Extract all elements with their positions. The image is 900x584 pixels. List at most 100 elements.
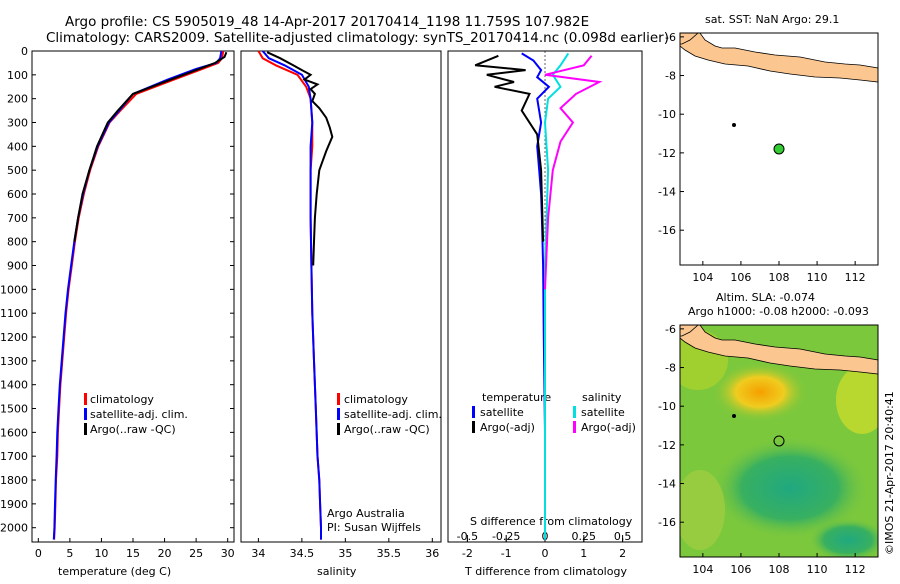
sla-map-title-2: Argo h1000: -0.08 h2000: -0.093 [688,305,869,318]
xtick-label: 0 [35,547,42,560]
temperature-panel-frame [31,50,235,543]
ytick-label: 600 [7,188,28,201]
map-ytick-label: -8 [665,70,676,83]
christmas-island [732,414,736,418]
sla-patch [836,366,878,434]
ytick-label: 300 [7,117,28,130]
legend-satellite: satellite-adj. clim. [90,408,188,421]
xtick-label: 35.5 [377,547,402,560]
sla-low [808,518,878,557]
temperature-panel: temperature (deg C) climatology satellit… [0,45,235,578]
xtick-label: -2 [462,547,473,560]
ytick-label: 2000 [0,522,28,535]
xtick-label: 10 [94,547,108,560]
sla-low [710,436,870,540]
xtick-label: 20 [158,547,172,560]
legend-swatch-t-satellite [472,406,475,418]
sst-map: sat. SST: NaN Argo: 29.1 104 106 108 110 112… [658,13,879,284]
differences-panel: S difference from climatology T differen… [447,50,643,578]
xtick-label: 36 [425,547,439,560]
series-line-satellite-adj-clim- [261,50,322,540]
xtick-top-label: 0.25 [572,530,597,543]
sla-patch [680,470,725,550]
ytick-label: 800 [7,236,28,249]
xtick-label: 34 [251,547,265,560]
map-ytick-label: -14 [658,186,676,199]
series-line-t-argo-adj- [474,54,545,242]
map-xtick-label: 106 [730,563,751,576]
ytick-label: 1400 [0,379,28,392]
legend-swatch-argo [84,423,87,435]
ytick-label: 0 [21,45,28,58]
map-xtick-label: 112 [845,271,866,284]
xtick-top-label: -0.5 [457,530,478,543]
ytick-label: 400 [7,140,28,153]
legend-swatch-satellite [337,408,340,420]
map-xtick-label: 106 [730,271,751,284]
header-line-2: Climatology: CARS2009. Satellite-adjuste… [46,30,669,46]
header-line-1: Argo profile: CS 5905019_48 14-Apr-2017 … [65,14,589,30]
series-line-satellite-adj-clim- [52,50,223,540]
legend-s-satellite: satellite [581,406,625,419]
legend-swatch-argo [337,423,340,435]
map-xtick-label: 108 [769,563,790,576]
xtick-top-label: 0.5 [614,530,632,543]
legend-swatch-s-satellite [573,406,576,418]
ytick-label: 700 [7,212,28,225]
ytick-label: 200 [7,93,28,106]
xtick-label: 1 [580,547,587,560]
imos-side-label: ©IMOS 21-Apr-2017 20:40:41 [883,391,896,555]
xtick-label: 34.5 [290,547,315,560]
ytick-label: 1100 [0,307,28,320]
map-ytick-label: -6 [665,31,676,44]
salinity-panel: salinity climatology satellite-adj. clim… [240,50,442,578]
s-difference-label: S difference from climatology [470,515,633,528]
salinity-legend: climatology satellite-adj. clim. Argo(..… [337,393,442,436]
legend-swatch-t-argo [472,421,475,433]
t-difference-label: T difference from climatology [464,565,627,578]
map-ytick-label: -14 [658,478,676,491]
legend-temperature-title: temperature [482,391,551,404]
legend-climatology: climatology [344,393,408,406]
legend-swatch-s-argo [573,421,576,433]
legend-salinity-title: salinity [582,391,622,404]
argo-float-marker [773,143,785,155]
ytick-label: 1800 [0,474,28,487]
series-line-s-satellite [543,52,570,540]
map-xtick-label: 108 [769,271,790,284]
map-xtick-label: 110 [807,271,828,284]
sla-map-title-1: Altim. SLA: -0.074 [716,291,815,304]
map-ytick-label: -16 [658,516,676,529]
legend-s-argo: Argo(-adj) [581,421,636,434]
series-line-t-satellite [521,52,551,540]
legend-climatology: climatology [90,393,154,406]
legend-swatch-satellite [84,408,87,420]
map-ytick-label: -12 [658,439,676,452]
map-ytick-label: -6 [665,323,676,336]
legend-satellite: satellite-adj. clim. [344,408,442,421]
legend-t-argo: Argo(-adj) [480,421,535,434]
legend-swatch-climatology [337,393,340,405]
ytick-label: 1200 [0,331,28,344]
legend-argo: Argo(..raw -QC) [90,423,176,436]
xtick-top-label: -0.25 [492,530,520,543]
xtick-label: 0 [542,547,549,560]
map-xtick-label: 112 [845,563,866,576]
xtick-label: 25 [189,547,203,560]
xtick-label: 5 [66,547,73,560]
salinity-panel-frame [240,50,442,543]
annotation-argo-australia: Argo Australia [327,507,405,520]
christmas-island [732,123,736,127]
xtick-label: 35 [338,547,352,560]
xtick-label: 2 [619,547,626,560]
series-line-climatology [53,50,225,540]
sla-field [680,325,878,557]
series-line-argo-raw-qc- [266,51,334,266]
ytick-label: 1500 [0,403,28,416]
map-ytick-label: -10 [658,108,676,121]
sst-map-title: sat. SST: NaN Argo: 29.1 [705,13,839,26]
legend-argo: Argo(..raw -QC) [344,423,430,436]
temperature-legend: climatology satellite-adj. clim. Argo(..… [84,393,188,436]
series-line-argo-raw-qc- [73,51,228,242]
